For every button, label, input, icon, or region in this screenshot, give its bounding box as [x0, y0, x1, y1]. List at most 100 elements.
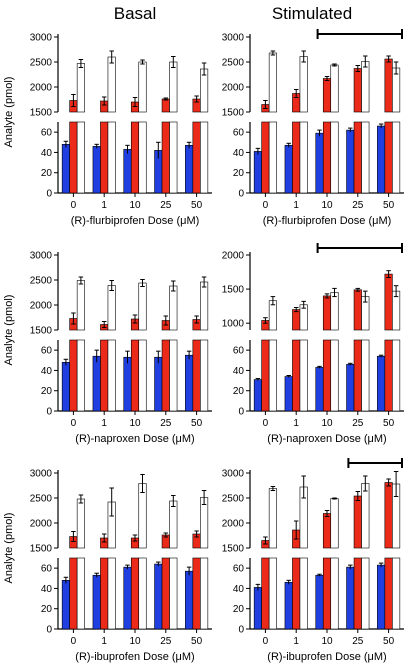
- bar-white-lower: [169, 339, 178, 412]
- y-tick-label: 20: [41, 604, 53, 615]
- y-tick-label: 0: [46, 407, 52, 418]
- x-tick-label: 25: [160, 200, 172, 211]
- bar-white-lower: [169, 557, 178, 630]
- bar-red-lower: [161, 121, 170, 194]
- chart-panel-2: 1500 2000 2500 3000 0 20 40 60 0 1 10 25 50 (R)-flurb…: [222, 29, 404, 227]
- bar-blue: [284, 582, 293, 630]
- bar-red: [353, 289, 362, 331]
- bar-blue: [377, 564, 386, 630]
- y-tick-label: 2000: [30, 301, 53, 312]
- x-tick-label: 50: [191, 200, 203, 211]
- y-tick-label: 1500: [222, 544, 245, 555]
- bar-white-lower: [361, 121, 370, 194]
- bar-red: [384, 482, 393, 549]
- bar-white: [299, 56, 308, 113]
- x-tick-label: 10: [129, 200, 141, 211]
- bar-blue: [377, 355, 386, 412]
- x-axis-title: (R)-flurbiprofen Dose (μM): [71, 215, 200, 227]
- y-tick-label: 1500: [222, 108, 245, 119]
- bar-white: [330, 292, 339, 331]
- bar-white-lower: [76, 121, 85, 194]
- bar-white: [200, 497, 209, 549]
- bar-red-lower: [192, 121, 201, 194]
- bar-white-lower: [76, 339, 85, 412]
- y-tick-label: 2500: [30, 494, 53, 505]
- y-tick-label: 2000: [222, 251, 245, 262]
- y-tick-label: 20: [233, 604, 245, 615]
- bar-red-lower: [261, 121, 270, 194]
- chart-panel-6: 1500 2000 2500 3000 0 20 40 60 0 1 10 25 50 (R)-ibupr…: [222, 458, 404, 663]
- bar-red: [322, 513, 332, 549]
- y-tick-label: 0: [238, 625, 244, 636]
- x-tick-label: 50: [383, 418, 395, 429]
- y-tick-label: 60: [233, 128, 245, 139]
- bar-white-lower: [138, 557, 147, 630]
- x-tick-label: 10: [129, 636, 141, 647]
- bar-white-lower: [392, 339, 401, 412]
- bar-white-lower: [200, 557, 209, 630]
- bar-blue: [253, 151, 262, 194]
- y-tick-label: 3000: [30, 469, 53, 480]
- bar-blue: [253, 587, 262, 630]
- bar-white-lower: [330, 121, 339, 194]
- bar-red: [353, 68, 362, 113]
- y-tick-label: 2500: [30, 276, 53, 287]
- bar-white: [138, 483, 147, 549]
- x-tick-label: 25: [160, 418, 172, 429]
- bar-white-lower: [361, 339, 370, 412]
- column-title-stimulated: Stimulated: [272, 4, 352, 23]
- x-tick-label: 1: [101, 636, 107, 647]
- y-tick-label: 20: [41, 386, 53, 397]
- x-tick-label: 10: [321, 200, 333, 211]
- bar-white-lower: [76, 557, 85, 630]
- bar-white-lower: [392, 121, 401, 194]
- bar-red: [322, 295, 332, 331]
- bar-red-lower: [384, 121, 393, 194]
- bar-red-lower: [353, 121, 362, 194]
- bar-white-lower: [268, 339, 277, 412]
- bar-red: [384, 273, 393, 331]
- x-tick-label: 10: [321, 636, 333, 647]
- y-tick-label: 20: [233, 386, 245, 397]
- y-tick-label: 2000: [222, 83, 245, 94]
- x-tick-label: 50: [383, 636, 395, 647]
- x-axis-title: (R)-naproxen Dose (μM): [267, 433, 386, 445]
- y-tick-label: 3000: [30, 33, 53, 44]
- bar-white: [330, 64, 339, 113]
- x-tick-label: 50: [383, 200, 395, 211]
- y-tick-label: 20: [41, 168, 53, 179]
- bar-white-lower: [169, 121, 178, 194]
- bar-white: [107, 56, 116, 113]
- x-tick-label: 25: [352, 200, 364, 211]
- bar-red-lower: [161, 339, 170, 412]
- bar-red: [292, 309, 301, 331]
- y-tick-label: 40: [233, 148, 245, 159]
- bar-white-lower: [361, 557, 370, 630]
- chart-panel-5: 1500 2000 2500 3000 0 20 40 60 0 1 10 25 50 (R)-ibupr…: [30, 469, 212, 663]
- x-tick-label: 10: [321, 418, 333, 429]
- y-tick-label: 2000: [222, 519, 245, 530]
- bar-red-lower: [100, 121, 109, 194]
- bar-white-lower: [107, 339, 116, 412]
- bar-red-lower: [292, 557, 301, 630]
- bar-red-lower: [100, 339, 109, 412]
- bar-white: [361, 483, 370, 549]
- y-tick-label: 40: [233, 584, 245, 595]
- bar-white: [169, 500, 178, 549]
- x-tick-label: 0: [263, 636, 269, 647]
- column-title-basal: Basal: [114, 4, 157, 23]
- y-tick-label: 60: [41, 346, 53, 357]
- bar-red: [161, 98, 170, 113]
- x-tick-label: 25: [352, 636, 364, 647]
- x-axis-title: (R)-naproxen Dose (μM): [75, 433, 194, 445]
- bar-blue: [315, 574, 324, 630]
- bar-red-lower: [292, 121, 301, 194]
- y-tick-label: 1000: [222, 319, 245, 330]
- x-tick-label: 1: [293, 418, 299, 429]
- bar-blue: [377, 125, 386, 194]
- bar-red-lower: [322, 121, 332, 194]
- bar-white-lower: [138, 121, 147, 194]
- y-tick-label: 40: [41, 366, 53, 377]
- y-tick-label: 2000: [30, 83, 53, 94]
